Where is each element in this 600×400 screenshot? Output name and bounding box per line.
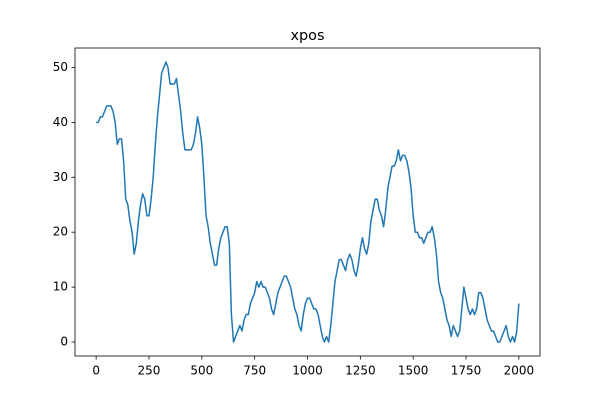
x-tick-label: 0 xyxy=(92,364,100,378)
x-tick-label: 1500 xyxy=(398,364,429,378)
x-tick-label: 1000 xyxy=(292,364,323,378)
y-tick-label: 40 xyxy=(53,115,68,129)
chart-title: xpos xyxy=(291,28,325,44)
x-tick-label: 750 xyxy=(243,364,266,378)
x-tick-label: 1750 xyxy=(451,364,482,378)
y-tick-label: 10 xyxy=(53,280,68,294)
x-tick-label: 1250 xyxy=(345,364,376,378)
x-tick-label: 2000 xyxy=(504,364,535,378)
y-tick-label: 0 xyxy=(60,335,68,349)
x-tick-label: 250 xyxy=(138,364,161,378)
y-tick-label: 20 xyxy=(53,225,68,239)
y-tick-label: 50 xyxy=(53,60,68,74)
x-tick-label: 500 xyxy=(190,364,213,378)
line xyxy=(96,61,520,343)
y-tick-label: 30 xyxy=(53,170,68,184)
